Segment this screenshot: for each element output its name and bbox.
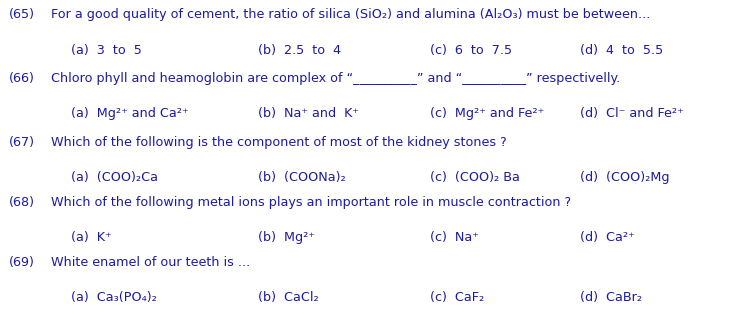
Text: (c)  6  to  7.5: (c) 6 to 7.5	[430, 44, 512, 57]
Text: (65): (65)	[9, 8, 35, 21]
Text: Chloro phyll and heamoglobin are complex of “__________” and “__________” respec: Chloro phyll and heamoglobin are complex…	[51, 72, 620, 85]
Text: (a)  Ca₃(PO₄)₂: (a) Ca₃(PO₄)₂	[71, 291, 157, 305]
Text: (c)  CaF₂: (c) CaF₂	[430, 291, 485, 305]
Text: (b)  Na⁺ and  K⁺: (b) Na⁺ and K⁺	[258, 107, 359, 120]
Text: (c)  (COO)₂ Ba: (c) (COO)₂ Ba	[430, 171, 520, 184]
Text: (c)  Mg²⁺ and Fe²⁺: (c) Mg²⁺ and Fe²⁺	[430, 107, 545, 120]
Text: (b)  Mg²⁺: (b) Mg²⁺	[258, 231, 315, 244]
Text: For a good quality of cement, the ratio of silica (SiO₂) and alumina (Al₂O₃) mus: For a good quality of cement, the ratio …	[51, 8, 650, 21]
Text: Which of the following is the component of most of the kidney stones ?: Which of the following is the component …	[51, 136, 506, 149]
Text: (b)  2.5  to  4: (b) 2.5 to 4	[258, 44, 341, 57]
Text: (67): (67)	[9, 136, 35, 149]
Text: (d)  (COO)₂Mg: (d) (COO)₂Mg	[580, 171, 669, 184]
Text: (d)  Ca²⁺: (d) Ca²⁺	[580, 231, 634, 244]
Text: (a)  (COO)₂Ca: (a) (COO)₂Ca	[71, 171, 158, 184]
Text: (a)  K⁺: (a) K⁺	[71, 231, 111, 244]
Text: (d)  Cl⁻ and Fe²⁺: (d) Cl⁻ and Fe²⁺	[580, 107, 684, 120]
Text: (b)  (COONa)₂: (b) (COONa)₂	[258, 171, 346, 184]
Text: (66): (66)	[9, 72, 35, 85]
Text: (68): (68)	[9, 196, 35, 209]
Text: (b)  CaCl₂: (b) CaCl₂	[258, 291, 319, 305]
Text: (a)  Mg²⁺ and Ca²⁺: (a) Mg²⁺ and Ca²⁺	[71, 107, 188, 120]
Text: (69): (69)	[9, 256, 35, 269]
Text: (c)  Na⁺: (c) Na⁺	[430, 231, 479, 244]
Text: (d)  4  to  5.5: (d) 4 to 5.5	[580, 44, 663, 57]
Text: (d)  CaBr₂: (d) CaBr₂	[580, 291, 642, 305]
Text: Which of the following metal ions plays an important role in muscle contraction : Which of the following metal ions plays …	[51, 196, 571, 209]
Text: White enamel of our teeth is ...: White enamel of our teeth is ...	[51, 256, 250, 269]
Text: (a)  3  to  5: (a) 3 to 5	[71, 44, 142, 57]
